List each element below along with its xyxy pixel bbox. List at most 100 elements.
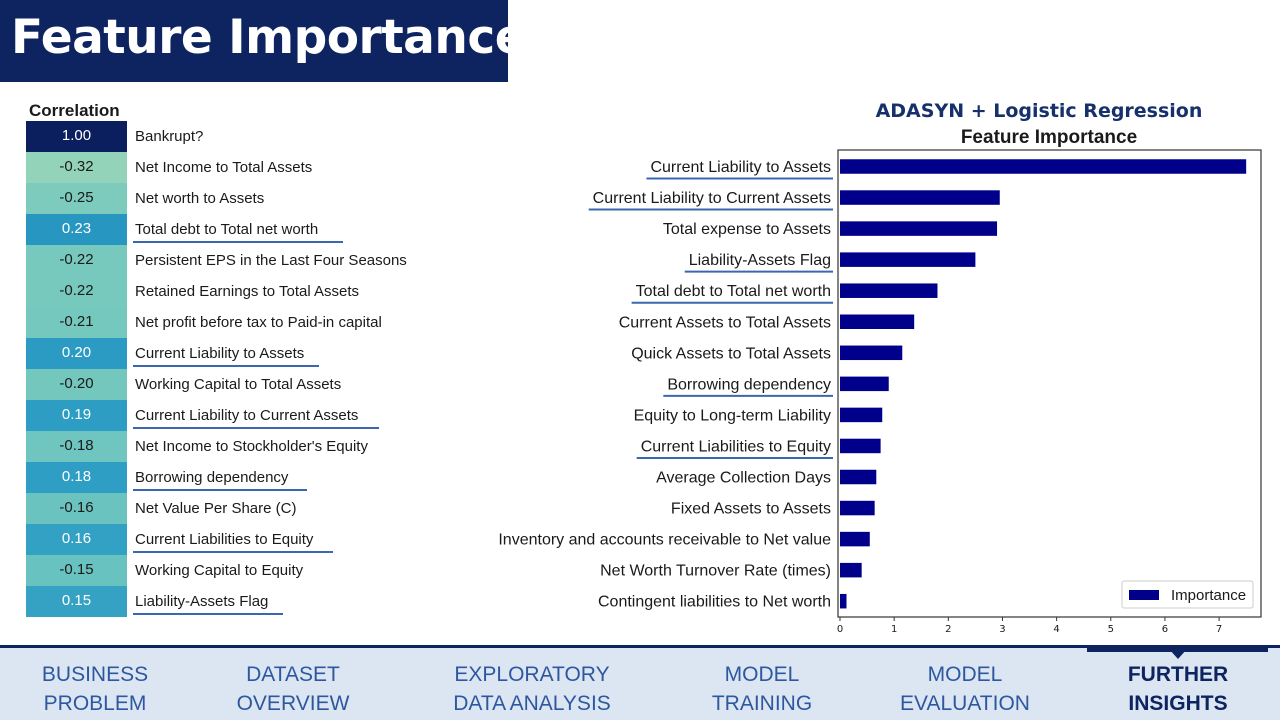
category-label: Liability-Assets Flag — [689, 252, 831, 269]
nav-label-line1: FURTHER — [1127, 663, 1229, 686]
bar — [840, 562, 862, 578]
correlation-feature-label: Net Income to Stockholder's Equity — [135, 438, 368, 455]
correlation-row: -0.18 Net Income to Stockholder's Equity — [26, 431, 466, 462]
section-nav: BUSINESS PROBLEM DATASET OVERVIEW EXPLOR… — [0, 645, 1280, 720]
nav-label-line2: OVERVIEW — [236, 692, 350, 715]
correlation-row: -0.16 Net Value Per Share (C) — [26, 493, 466, 524]
legend-box — [1121, 580, 1254, 609]
nav-further-insights[interactable]: FURTHER INSIGHTS — [1108, 660, 1248, 718]
correlation-feature-label: Current Liabilities to Equity — [135, 531, 314, 548]
correlation-value: -0.20 — [26, 369, 127, 400]
correlation-row: -0.22 Retained Earnings to Total Assets — [26, 276, 466, 307]
bar — [840, 593, 847, 609]
bar — [840, 283, 938, 298]
nav-label-line2: PROBLEM — [43, 692, 147, 715]
correlation-value: 0.16 — [26, 524, 127, 555]
chart-title: ADASYN + Logistic Regression — [875, 100, 1203, 122]
correlation-value: -0.21 — [26, 307, 127, 338]
category-label: Contingent liabilities to Net worth — [598, 594, 831, 611]
bar — [840, 314, 915, 329]
highlight-underline — [133, 427, 379, 429]
highlight-underline — [133, 241, 343, 243]
nav-label-line1: MODEL — [927, 663, 1003, 686]
correlation-feature-label: Current Liability to Current Assets — [135, 407, 359, 424]
nav-dataset-overview[interactable]: DATASET OVERVIEW — [228, 660, 358, 718]
correlation-row: 0.15 Liability-Assets Flag — [26, 586, 466, 617]
category-label: Current Liabilities to Equity — [641, 438, 831, 455]
legend-swatch — [1129, 590, 1159, 600]
correlation-row: 0.20 Current Liability to Assets — [26, 338, 466, 369]
x-tick-label: 5 — [1108, 624, 1114, 635]
correlation-feature-label: Liability-Assets Flag — [135, 593, 269, 610]
nav-model-evaluation[interactable]: MODEL EVALUATION — [893, 660, 1037, 718]
x-tick-label: 2 — [945, 624, 951, 635]
correlation-feature-label: Current Liability to Assets — [135, 345, 305, 362]
correlation-value: -0.25 — [26, 183, 127, 214]
correlation-feature-label: Bankrupt? — [135, 128, 204, 145]
correlation-row: -0.21 Net profit before tax to Paid-in ca… — [26, 307, 466, 338]
correlation-row: 0.19 Current Liability to Current Assets — [26, 400, 466, 431]
nav-label-line1: BUSINESS — [41, 663, 149, 686]
page-title: Feature Importance — [11, 10, 527, 65]
correlation-row: -0.22 Persistent EPS in the Last Four Sea… — [26, 245, 466, 276]
correlation-value: -0.15 — [26, 555, 127, 586]
nav-label-line2: INSIGHTS — [1128, 692, 1228, 715]
bar — [840, 500, 875, 516]
correlation-table: 1.00 Bankrupt? -0.32 Net Income to Total As… — [26, 121, 466, 617]
bar — [840, 376, 889, 392]
correlation-feature-label: Net profit before tax to Paid-in capital — [135, 314, 382, 331]
correlation-feature-label: Borrowing dependency — [135, 469, 289, 486]
bar — [840, 531, 870, 547]
nav-model-training[interactable]: MODEL TRAINING — [702, 660, 822, 718]
category-label: Equity to Long-term Liability — [634, 407, 831, 424]
category-label: Current Liability to Current Assets — [593, 190, 831, 207]
correlation-row: -0.15 Working Capital to Equity — [26, 555, 466, 586]
correlation-feature-label: Working Capital to Total Assets — [135, 376, 342, 393]
bar — [840, 469, 877, 485]
correlation-feature-label: Working Capital to Equity — [135, 562, 304, 579]
category-label: Quick Assets to Total Assets — [631, 345, 831, 362]
category-label: Fixed Assets to Assets — [671, 501, 831, 518]
nav-active-arrow-icon — [1169, 649, 1187, 659]
feature-importance-chart: Current Liability to Assets Current Liabi… — [498, 149, 1262, 635]
correlation-row: 0.18 Borrowing dependency — [26, 462, 466, 493]
nav-label-line1: DATASET — [246, 663, 340, 686]
bar — [840, 252, 976, 267]
correlation-row: 0.23 Total debt to Total net worth — [26, 214, 466, 245]
nav-label-line2: EVALUATION — [900, 692, 1030, 715]
correlation-feature-label: Net Income to Total Assets — [135, 159, 313, 176]
category-label: Borrowing dependency — [667, 376, 831, 393]
nav-label-line1: MODEL — [724, 663, 800, 686]
correlation-value: -0.22 — [26, 245, 127, 276]
correlation-feature-label: Retained Earnings to Total Assets — [135, 283, 360, 300]
category-label: Total expense to Assets — [663, 221, 831, 238]
category-label: Net Worth Turnover Rate (times) — [600, 563, 831, 580]
highlight-underline — [133, 365, 319, 367]
x-tick-label: 4 — [1053, 624, 1059, 635]
correlation-value: 0.23 — [26, 214, 127, 245]
correlation-value: 0.18 — [26, 462, 127, 493]
highlight-underline — [133, 489, 307, 491]
correlation-feature-label: Total debt to Total net worth — [135, 221, 319, 238]
x-tick-label: 7 — [1216, 624, 1222, 635]
correlation-value: 0.20 — [26, 338, 127, 369]
chart-subtitle: Feature Importance — [960, 127, 1138, 148]
bar — [840, 159, 1247, 174]
correlation-feature-label: Net worth to Assets — [135, 190, 265, 207]
nav-business-problem[interactable]: BUSINESS PROBLEM — [36, 660, 154, 718]
legend-label: Importance — [1171, 587, 1246, 604]
category-label: Total debt to Total net worth — [636, 283, 831, 300]
correlation-value: 0.15 — [26, 586, 127, 617]
nav-label-line1: EXPLORATORY — [454, 663, 610, 686]
bar — [840, 345, 903, 361]
x-tick-label: 0 — [837, 624, 843, 635]
highlight-underline — [133, 613, 283, 615]
nav-label-line2: DATA ANALYSIS — [453, 692, 611, 715]
nav-exploratory-data-analysis[interactable]: EXPLORATORY DATA ANALYSIS — [452, 660, 612, 718]
x-tick-label: 1 — [891, 624, 897, 635]
bar — [840, 190, 1000, 205]
correlation-row: 1.00 Bankrupt? — [26, 121, 466, 152]
correlation-header: Correlation — [29, 101, 120, 120]
highlight-underline — [133, 551, 333, 553]
category-label: Inventory and accounts receivable to Net… — [498, 532, 831, 549]
